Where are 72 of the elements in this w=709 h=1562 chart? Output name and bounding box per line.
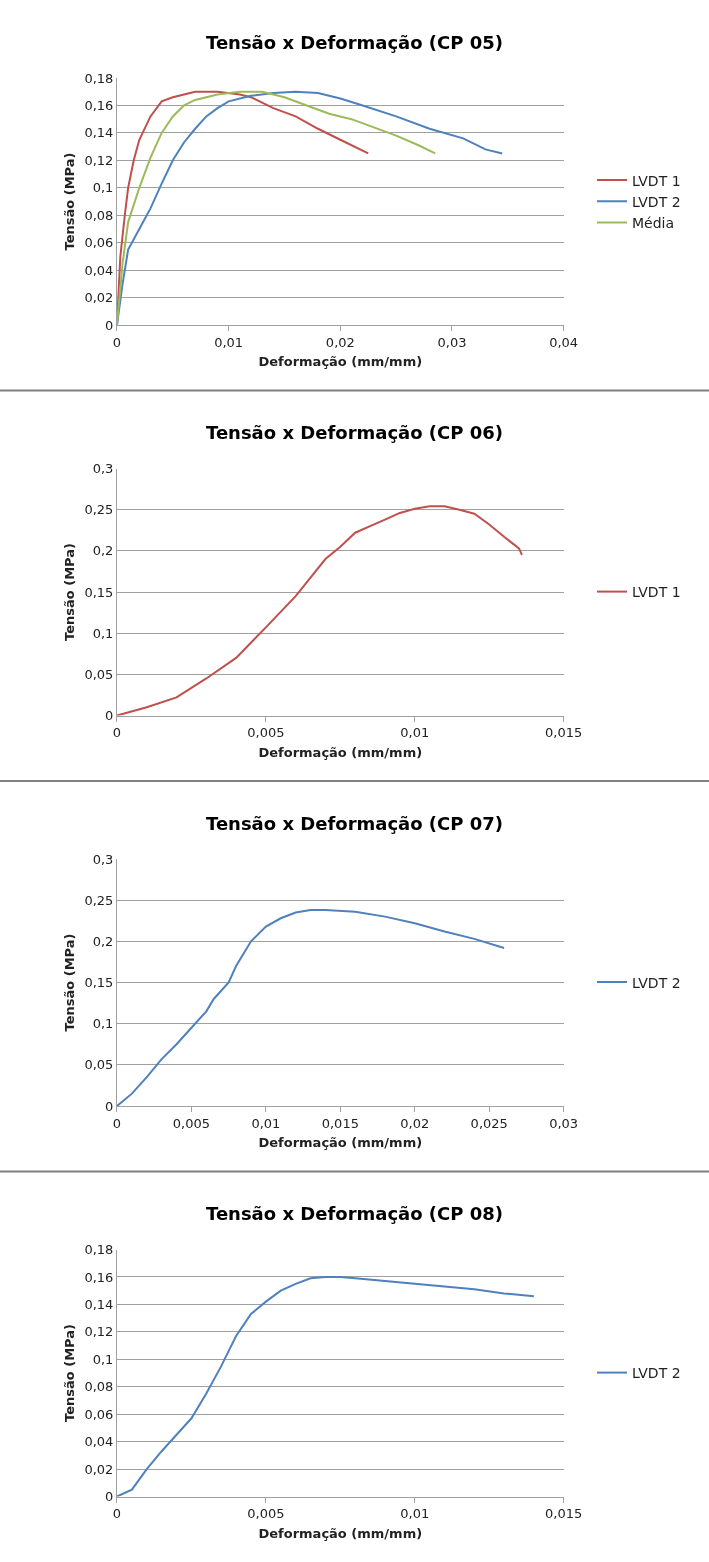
y-axis-title: Tensão (MPa) bbox=[62, 152, 78, 251]
y-tick-label: 0,1 bbox=[92, 1016, 114, 1032]
y-axis-title: Tensão (MPa) bbox=[62, 543, 78, 641]
x-tick-label: 0,04 bbox=[549, 334, 579, 350]
y-tick-label: 0,06 bbox=[84, 1406, 114, 1422]
y-tick-label: 0,1 bbox=[92, 625, 114, 641]
y-axis-title: Tensão (MPa) bbox=[62, 933, 78, 1032]
x-tick-label: 0,015 bbox=[321, 1115, 359, 1131]
x-tick-label: 0,02 bbox=[325, 334, 355, 350]
y-tick-label: 0 bbox=[105, 708, 114, 724]
x-tick-label: 0,01 bbox=[400, 1506, 430, 1522]
x-tick-label: 0,03 bbox=[549, 1115, 579, 1131]
chart-title: Tensão x Deformação (CP 05) bbox=[206, 32, 504, 53]
y-tick-label: 0,3 bbox=[92, 851, 114, 867]
line-series bbox=[116, 909, 506, 1106]
y-tick-label: 0,12 bbox=[84, 1324, 114, 1340]
chart-title: Tensão x Deformação (CP 07) bbox=[206, 813, 504, 834]
y-tick-label: 0,25 bbox=[84, 892, 114, 908]
y-tick-label: 0,25 bbox=[84, 502, 114, 518]
x-tick-label: 0,03 bbox=[437, 334, 467, 350]
y-tick-label: 0 bbox=[105, 1489, 114, 1505]
x-tick-label: 0,005 bbox=[247, 1506, 285, 1522]
x-axis-title: Deformação (mm/mm) bbox=[258, 1135, 423, 1151]
legend-label: LVDT 2 bbox=[632, 193, 681, 210]
x-tick-label: 0,005 bbox=[247, 725, 285, 741]
y-tick-label: 0,15 bbox=[84, 975, 114, 991]
legend-label: LVDT 1 bbox=[632, 584, 681, 601]
y-tick-label: 0,14 bbox=[84, 125, 114, 141]
legend-label: LVDT 2 bbox=[632, 1365, 681, 1382]
y-tick-label: 0,1 bbox=[92, 180, 114, 196]
x-axis-title: Deformação (mm/mm) bbox=[258, 354, 423, 370]
y-axis-title: Tensão (MPa) bbox=[62, 1324, 78, 1422]
y-tick-label: 0,14 bbox=[84, 1296, 114, 1312]
x-tick-label: 0,01 bbox=[400, 725, 430, 741]
y-tick-label: 0,02 bbox=[84, 290, 114, 306]
y-tick-label: 0,1 bbox=[92, 1351, 114, 1367]
y-tick-label: 0,18 bbox=[84, 1242, 114, 1258]
x-tick-label: 0,005 bbox=[172, 1115, 211, 1131]
y-tick-label: 0,08 bbox=[84, 1379, 114, 1395]
chart-title: Tensão x Deformação (CP 08) bbox=[206, 1203, 504, 1224]
y-tick-label: 0,02 bbox=[84, 1461, 114, 1477]
y-tick-label: 0 bbox=[105, 1098, 114, 1114]
y-tick-label: 0,2 bbox=[92, 543, 114, 559]
line-series bbox=[116, 1275, 535, 1497]
y-tick-label: 0,12 bbox=[84, 152, 114, 168]
legend-label: LVDT 1 bbox=[632, 172, 681, 189]
x-tick-label: 0,01 bbox=[251, 1115, 281, 1131]
y-tick-label: 0,04 bbox=[84, 1434, 114, 1450]
x-axis-title: Deformação (mm/mm) bbox=[258, 744, 423, 760]
y-tick-label: 0,2 bbox=[92, 933, 114, 949]
y-tick-label: 0,04 bbox=[84, 262, 114, 278]
y-tick-label: 0,05 bbox=[84, 1057, 114, 1073]
x-tick-label: 0,015 bbox=[545, 1506, 583, 1522]
x-axis-title: Deformação (mm/mm) bbox=[258, 1525, 423, 1541]
y-tick-label: 0,18 bbox=[84, 70, 114, 86]
y-tick-label: 0,08 bbox=[84, 207, 114, 223]
x-tick-label: 0,02 bbox=[400, 1115, 430, 1131]
y-tick-label: 0,16 bbox=[84, 97, 114, 113]
y-tick-label: 0,15 bbox=[84, 584, 114, 600]
x-tick-label: 0,01 bbox=[214, 334, 244, 350]
line-series bbox=[116, 505, 523, 716]
y-tick-label: 0,16 bbox=[84, 1269, 114, 1285]
y-tick-label: 0,3 bbox=[92, 461, 114, 477]
y-tick-label: 0 bbox=[105, 317, 114, 333]
x-tick-label: 0,015 bbox=[545, 725, 583, 741]
chart-title: Tensão x Deformação (CP 06) bbox=[206, 422, 504, 443]
y-tick-label: 0,05 bbox=[84, 666, 114, 682]
y-tick-label: 0,06 bbox=[84, 235, 114, 251]
x-tick-label: 0,025 bbox=[470, 1115, 508, 1131]
legend-label: Média bbox=[632, 214, 675, 231]
line-series bbox=[116, 90, 437, 325]
legend-label: LVDT 2 bbox=[632, 974, 681, 991]
